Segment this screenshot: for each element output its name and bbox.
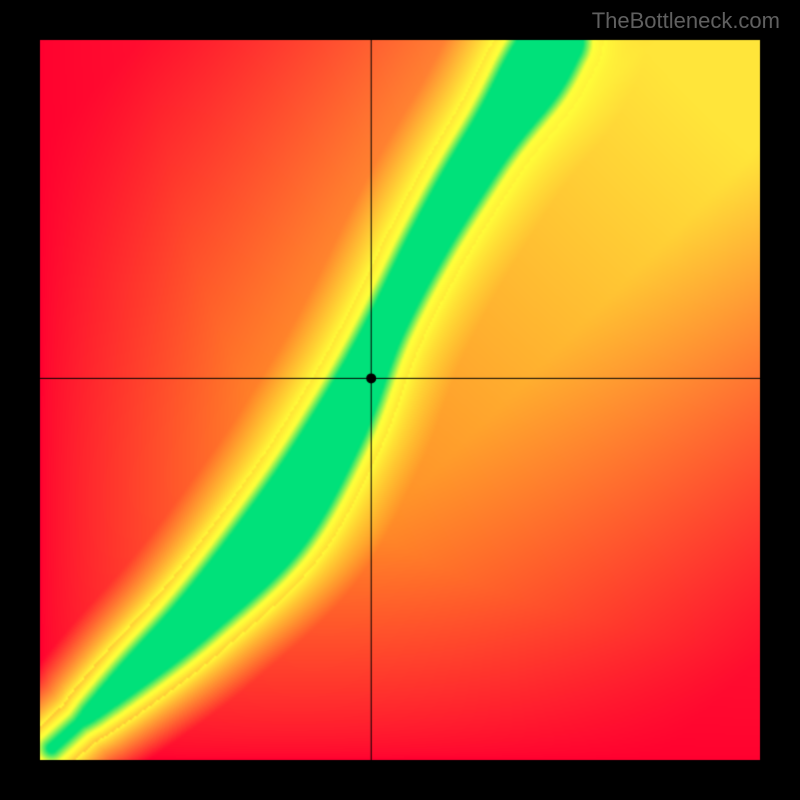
watermark-label: TheBottleneck.com	[592, 8, 780, 34]
heatmap-canvas	[0, 0, 800, 800]
chart-container: TheBottleneck.com	[0, 0, 800, 800]
